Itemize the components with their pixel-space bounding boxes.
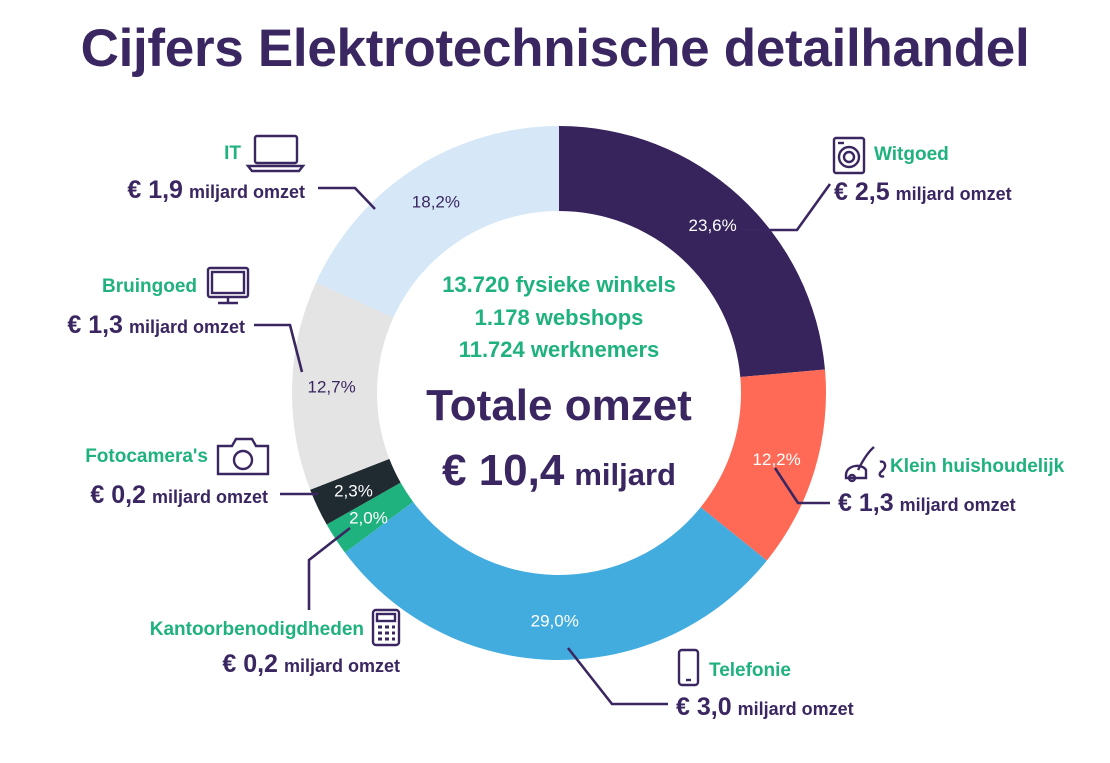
slice-bruingoed bbox=[292, 282, 394, 490]
total-label: Totale omzet bbox=[426, 381, 692, 430]
slices-group bbox=[292, 126, 826, 661]
label-klein-huishoudelijk: Klein huishoudelijk bbox=[890, 456, 1065, 477]
label-it: IT bbox=[224, 143, 241, 164]
stat-fysieke-winkels: 13.720 fysieke winkels bbox=[442, 272, 676, 297]
leader-line-kantoorbenodigdheden bbox=[307, 526, 351, 610]
pct-label-kantoorbenodigdheden: 2,0% bbox=[349, 508, 388, 527]
amount-kantoorbenodigdheden: € 0,2 miljard omzet bbox=[222, 650, 400, 678]
pct-label-bruingoed: 12,7% bbox=[307, 378, 355, 397]
slice-klein-huishoudelijk bbox=[700, 369, 826, 561]
pct-label-telefonie: 29,0% bbox=[531, 611, 579, 630]
slice-witgoed bbox=[559, 126, 825, 378]
laptop-icon bbox=[245, 134, 306, 173]
calculator-icon bbox=[371, 608, 401, 647]
amount-bruingoed: € 1,3 miljard omzet bbox=[67, 311, 245, 339]
page-title: Cijfers Elektrotechnische detailhandel bbox=[80, 19, 1030, 78]
label-telefonie: Telefonie bbox=[709, 660, 791, 681]
pct-label-witgoed: 23,6% bbox=[689, 216, 737, 235]
pct-label-klein-huishoudelijk: 12,2% bbox=[753, 450, 801, 469]
amount-klein-huishoudelijk: € 1,3 miljard omzet bbox=[838, 489, 1016, 517]
amount-telefonie: € 3,0 miljard omzet bbox=[676, 693, 854, 721]
leader-line-witgoed bbox=[744, 183, 832, 232]
slice-fotocamera-s bbox=[310, 458, 401, 525]
leader-line-bruingoed bbox=[254, 323, 304, 373]
smartphone-icon bbox=[677, 648, 700, 687]
washing-machine-icon bbox=[832, 136, 866, 175]
pct-labels-group: 23,6% 12,2% 29,0% 2,0% 2,3% 12,7% 18,2% bbox=[307, 193, 800, 631]
slice-it bbox=[316, 126, 559, 318]
amount-it: € 1,9 miljard omzet bbox=[127, 176, 305, 204]
amount-witgoed: € 2,5 miljard omzet bbox=[834, 178, 1012, 206]
camera-icon bbox=[216, 437, 270, 476]
leader-line-klein-huishoudelijk bbox=[773, 467, 830, 505]
leader-line-telefonie bbox=[566, 647, 668, 706]
amount-fotocameras: € 0,2 miljard omzet bbox=[90, 481, 268, 509]
slice-telefonie bbox=[344, 501, 767, 661]
pct-label-fotocamera-s: 2,3% bbox=[334, 482, 373, 501]
slice-kantoorbenodigdheden bbox=[326, 482, 414, 553]
stat-werknemers: 11.724 werknemers bbox=[459, 337, 660, 362]
label-bruingoed: Bruingoed bbox=[102, 276, 197, 297]
pct-label-it: 18,2% bbox=[412, 193, 460, 212]
monitor-icon bbox=[206, 266, 250, 305]
stat-webshops: 1.178 webshops bbox=[475, 305, 644, 330]
label-fotocameras: Fotocamera's bbox=[85, 446, 208, 467]
leader-line-it bbox=[318, 186, 376, 210]
total-value: € 10,4 miljard bbox=[442, 446, 676, 495]
label-kantoorbenodigdheden: Kantoorbenodigdheden bbox=[150, 619, 364, 640]
label-witgoed: Witgoed bbox=[874, 144, 949, 165]
vacuum-cleaner-icon bbox=[844, 446, 887, 483]
